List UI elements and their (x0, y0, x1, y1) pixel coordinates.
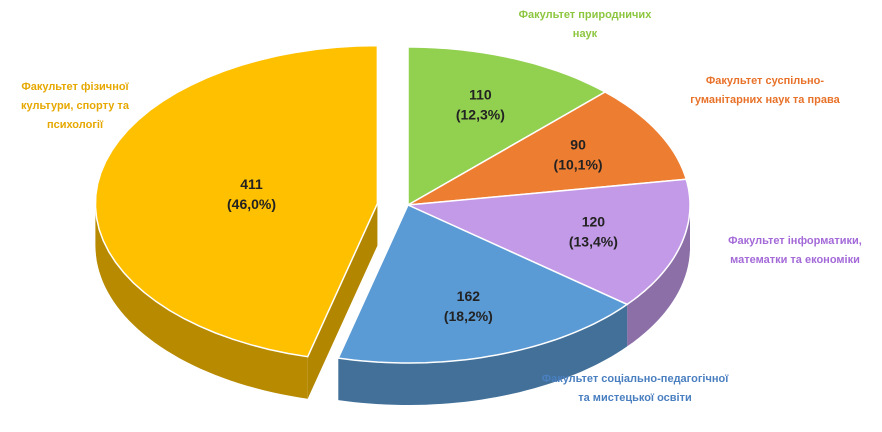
value-label: 120 (582, 213, 606, 229)
percent-label: (46,0%) (227, 196, 276, 212)
percent-label: (12,3%) (456, 107, 505, 123)
value-label: 90 (570, 136, 586, 152)
value-label: 411 (240, 176, 263, 192)
slice-side (338, 304, 628, 405)
percent-label: (13,4%) (569, 233, 618, 249)
category-label: Факультет фізичної культури, спорту та п… (21, 81, 129, 131)
slice-cut (307, 203, 378, 399)
category-label: Факультет суспільно-гуманітарних наук та… (690, 75, 840, 106)
slice (94, 44, 379, 358)
category-label: Факультет природничих наук (518, 9, 652, 40)
percent-label: (10,1%) (554, 156, 603, 172)
slice (407, 91, 688, 206)
slice-side (627, 205, 690, 347)
value-label: 162 (457, 288, 481, 304)
percent-label: (18,2%) (444, 308, 493, 324)
slice-side (95, 203, 308, 399)
value-label: 110 (469, 87, 492, 103)
category-label: Факультет соціально-педагогічної та мист… (541, 373, 729, 404)
slice (407, 46, 607, 207)
slice (337, 204, 629, 364)
slice (405, 178, 691, 306)
category-label: Факультет інформатики, математки та екон… (728, 235, 862, 266)
